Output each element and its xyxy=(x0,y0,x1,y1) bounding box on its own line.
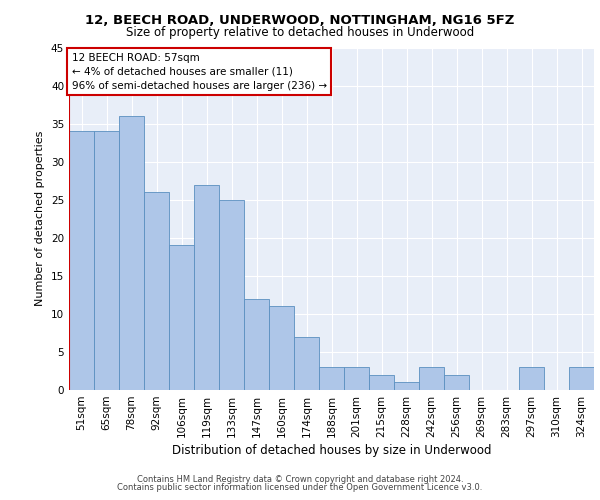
Y-axis label: Number of detached properties: Number of detached properties xyxy=(35,131,46,306)
Bar xyxy=(69,131,94,390)
Bar xyxy=(244,298,269,390)
Bar xyxy=(394,382,419,390)
Bar xyxy=(219,200,244,390)
Bar xyxy=(294,336,319,390)
X-axis label: Distribution of detached houses by size in Underwood: Distribution of detached houses by size … xyxy=(172,444,491,457)
Text: Contains public sector information licensed under the Open Government Licence v3: Contains public sector information licen… xyxy=(118,484,482,492)
Bar xyxy=(169,246,194,390)
Text: Contains HM Land Registry data © Crown copyright and database right 2024.: Contains HM Land Registry data © Crown c… xyxy=(137,475,463,484)
Bar xyxy=(269,306,294,390)
Bar xyxy=(319,367,344,390)
Bar xyxy=(144,192,169,390)
Bar xyxy=(369,375,394,390)
Bar xyxy=(569,367,594,390)
Text: Size of property relative to detached houses in Underwood: Size of property relative to detached ho… xyxy=(126,26,474,39)
Bar xyxy=(419,367,444,390)
Bar xyxy=(119,116,144,390)
Bar xyxy=(519,367,544,390)
Bar xyxy=(194,184,219,390)
Bar xyxy=(444,375,469,390)
Text: 12, BEECH ROAD, UNDERWOOD, NOTTINGHAM, NG16 5FZ: 12, BEECH ROAD, UNDERWOOD, NOTTINGHAM, N… xyxy=(85,14,515,27)
Bar xyxy=(344,367,369,390)
Text: 12 BEECH ROAD: 57sqm
← 4% of detached houses are smaller (11)
96% of semi-detach: 12 BEECH ROAD: 57sqm ← 4% of detached ho… xyxy=(71,52,327,90)
Bar xyxy=(94,131,119,390)
